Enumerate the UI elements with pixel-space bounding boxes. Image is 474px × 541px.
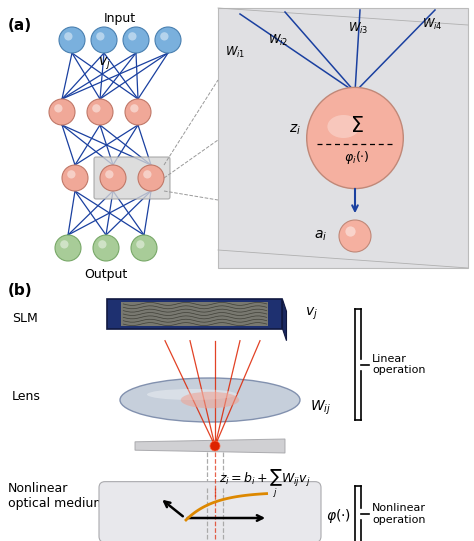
Text: Nonlinear
operation: Nonlinear operation (372, 503, 426, 525)
Circle shape (128, 32, 137, 41)
Text: $v_j$: $v_j$ (98, 56, 110, 72)
Text: $z_i = b_i + \sum_j W_{ij}v_j$: $z_i = b_i + \sum_j W_{ij}v_j$ (219, 468, 311, 500)
Text: $W_{i3}$: $W_{i3}$ (348, 21, 368, 36)
Circle shape (210, 441, 220, 451)
Ellipse shape (328, 115, 360, 138)
Circle shape (59, 27, 85, 53)
Circle shape (67, 170, 75, 179)
Text: $\Sigma$: $\Sigma$ (350, 116, 364, 136)
Text: SLM: SLM (12, 312, 38, 325)
Circle shape (91, 27, 117, 53)
Text: $W_{ij}$: $W_{ij}$ (310, 399, 331, 417)
Text: Nonlinear
optical medium: Nonlinear optical medium (8, 482, 106, 510)
Circle shape (62, 165, 88, 191)
Text: $W_{i2}$: $W_{i2}$ (268, 32, 288, 48)
Circle shape (93, 235, 119, 261)
Text: $a_i$: $a_i$ (314, 229, 327, 243)
Text: $W_{i1}$: $W_{i1}$ (225, 44, 245, 60)
Circle shape (60, 240, 69, 248)
Text: $\varphi(\cdot)$: $\varphi(\cdot)$ (326, 507, 351, 525)
Text: $\varphi_i(\cdot)$: $\varphi_i(\cdot)$ (344, 149, 370, 167)
FancyBboxPatch shape (99, 481, 321, 541)
Ellipse shape (307, 88, 403, 189)
Text: Linear
operation: Linear operation (372, 354, 426, 375)
Polygon shape (135, 439, 285, 453)
Circle shape (123, 27, 149, 53)
Circle shape (54, 104, 63, 113)
Text: Output: Output (84, 268, 128, 281)
Circle shape (346, 226, 356, 236)
Circle shape (136, 240, 145, 248)
Circle shape (130, 104, 138, 113)
Circle shape (138, 165, 164, 191)
Circle shape (105, 170, 113, 179)
Polygon shape (283, 299, 286, 341)
Circle shape (49, 99, 75, 125)
Text: $z_i$: $z_i$ (289, 123, 301, 137)
Polygon shape (218, 8, 468, 268)
Text: Lens: Lens (12, 390, 41, 403)
Ellipse shape (120, 378, 300, 422)
Circle shape (87, 99, 113, 125)
Text: $W_{i4}$: $W_{i4}$ (422, 16, 442, 31)
Circle shape (96, 32, 105, 41)
Text: $v_j$: $v_j$ (305, 306, 318, 322)
Circle shape (143, 170, 152, 179)
Ellipse shape (181, 392, 239, 408)
Ellipse shape (147, 389, 237, 400)
Circle shape (155, 27, 181, 53)
Polygon shape (121, 302, 268, 326)
Text: (a): (a) (8, 18, 32, 33)
Text: Input: Input (104, 12, 136, 25)
Circle shape (92, 104, 100, 113)
FancyBboxPatch shape (94, 157, 170, 199)
Circle shape (64, 32, 73, 41)
Polygon shape (108, 299, 283, 329)
Circle shape (160, 32, 169, 41)
Circle shape (131, 235, 157, 261)
Circle shape (100, 165, 126, 191)
Circle shape (98, 240, 107, 248)
Circle shape (339, 220, 371, 252)
Text: (b): (b) (8, 283, 33, 298)
Circle shape (55, 235, 81, 261)
Circle shape (125, 99, 151, 125)
